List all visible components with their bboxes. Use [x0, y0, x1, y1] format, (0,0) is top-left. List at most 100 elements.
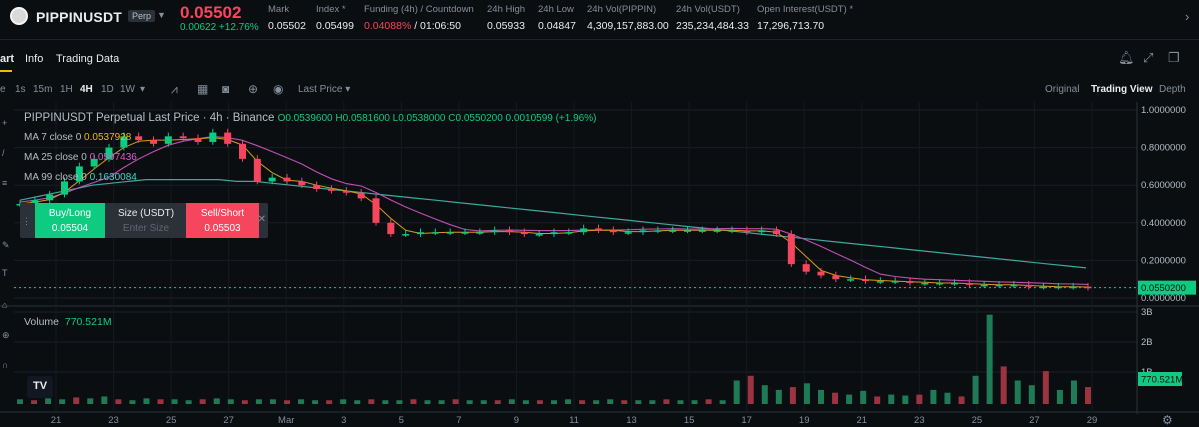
volume-bar [761, 385, 768, 404]
mark-label: Mark [268, 4, 290, 15]
volume-bar [424, 400, 431, 404]
measure-icon[interactable]: ⌂ [2, 300, 8, 310]
perp-badge: Perp [128, 10, 156, 22]
view-trading-view[interactable]: Trading View [1091, 84, 1153, 95]
camera-icon[interactable]: ◙ [222, 82, 230, 96]
chevron-right-icon[interactable]: › [1185, 9, 1190, 24]
zoom-icon[interactable]: ⊕ [2, 330, 10, 340]
tab-chart[interactable]: art [0, 53, 15, 65]
ma99-legend: MA 99 close 0 0.1630084 [24, 172, 137, 183]
brush-icon[interactable]: ✎ [2, 240, 10, 250]
volume-bar [312, 400, 319, 404]
volume-bar [930, 389, 937, 404]
candles [16, 128, 1092, 291]
price-tick-label: 0.8000000 [1141, 143, 1186, 154]
add-icon[interactable]: ⊕ [248, 82, 259, 96]
candle-body [921, 282, 929, 285]
drag-handle-icon[interactable]: ⋮⋮ [22, 216, 40, 226]
price-type-select[interactable]: Last Price ▾ [298, 84, 351, 95]
buy-long-button[interactable]: Buy/Long 0.05504 [35, 203, 105, 238]
volume-bar [705, 399, 712, 404]
volume-bar [340, 399, 347, 404]
window-icon[interactable]: ❐ [1168, 50, 1180, 65]
index-label[interactable]: Index * [316, 4, 346, 15]
volume-bar [284, 400, 290, 404]
volume-bar [1070, 380, 1077, 404]
volume-bar [874, 396, 881, 404]
volume-bar [354, 400, 361, 404]
volume-bar [213, 398, 220, 404]
volume-bar [438, 400, 445, 404]
interval-time[interactable]: e [0, 84, 6, 95]
size-field[interactable]: Size (USDT) Enter Size [108, 203, 184, 238]
vol-usdt-stat: 24h Vol(USDT) 235,234,484.33 [676, 4, 749, 32]
candle-body [417, 232, 424, 235]
fib-icon[interactable]: ≡ [2, 178, 8, 188]
target-icon[interactable]: ◉ [273, 82, 284, 96]
price-tick-label: 0.4000000 [1141, 218, 1186, 229]
volume-bar [396, 400, 403, 404]
candle-body [194, 138, 202, 142]
size-input[interactable]: Enter Size [122, 223, 170, 234]
interval-1h[interactable]: 1H [60, 84, 73, 95]
text-icon[interactable]: T [2, 268, 8, 278]
volume-bar [846, 394, 853, 404]
candle-body [698, 230, 706, 232]
layout-icon[interactable]: ▦ [197, 82, 209, 96]
interval-4h[interactable]: 4H [80, 84, 93, 95]
tab-trading-data[interactable]: Trading Data [56, 53, 120, 65]
interval-15m[interactable]: 15m [33, 84, 53, 95]
vol-pippin-value: 4,309,157,883.00 [587, 20, 669, 32]
volume-bar [87, 398, 94, 404]
candle-body [609, 230, 617, 233]
chart-symbol-title: PIPPINUSDT Perpetual Last Price · 4h · B… [24, 112, 275, 124]
view-original[interactable]: Original [1045, 84, 1080, 95]
current-price-tag: 0.0550200 [1141, 283, 1186, 294]
oi-label[interactable]: Open Interest(USDT) * [757, 4, 854, 15]
last-price: 0.05502 [180, 3, 242, 22]
interval-1d[interactable]: 1D [101, 84, 114, 95]
expand-icon[interactable]: ⤢ [1143, 50, 1154, 65]
mark-value: 0.05502 [268, 20, 306, 32]
candle-body [1054, 286, 1062, 289]
candle-body [773, 230, 780, 235]
volume-bar [143, 398, 150, 404]
chevron-down-icon[interactable]: ▾ [140, 84, 146, 95]
high-stat: 24h High 0.05933 [487, 4, 525, 32]
bell-icon[interactable]: 🔔︎ [1118, 50, 1135, 65]
candle-body [639, 230, 647, 233]
interval-1w[interactable]: 1W [120, 84, 135, 95]
ma7-legend: MA 7 close 0 0.0537928 [24, 132, 131, 143]
volume-bar [466, 400, 473, 404]
time-tick-label: 11 [569, 415, 579, 426]
trendline-icon[interactable]: / [2, 148, 5, 158]
volume-bar [902, 395, 909, 404]
interval-1s[interactable]: 1s [15, 84, 26, 95]
settings-gear-icon: ⚙ [1162, 413, 1173, 427]
candle-body [669, 230, 677, 232]
candle-body [980, 284, 988, 287]
price-chart[interactable]: 1.0000000 0.8000000 0.6000000 0.4000000 0.20… [0, 102, 1199, 427]
time-tick-label: 13 [626, 415, 637, 426]
indicator-icon[interactable]: ⩘ [171, 82, 178, 96]
low-label: 24h Low [538, 4, 574, 15]
candle-body [179, 136, 187, 139]
volume-bar [691, 400, 698, 404]
volume-bar [1085, 387, 1091, 404]
sell-short-button[interactable]: Sell/Short 0.05503 [186, 203, 259, 238]
view-depth[interactable]: Depth [1159, 84, 1186, 95]
funding-label[interactable]: Funding (4h) / Countdown [364, 4, 474, 15]
symbol-title[interactable]: PIPPINUSDT [36, 9, 123, 25]
candle-body [1069, 286, 1077, 289]
close-icon[interactable]: ✕ [257, 214, 266, 225]
ma7-value: 0.0537928 [84, 132, 132, 143]
tab-info[interactable]: Info [25, 53, 44, 65]
oi-value: 17,296,713.70 [757, 20, 825, 32]
time-tick-label: 5 [399, 415, 404, 426]
crosshair-icon[interactable]: + [2, 118, 8, 128]
volume-bar [298, 399, 305, 404]
candle-body [1010, 284, 1018, 287]
chevron-down-icon[interactable]: ▼ [157, 10, 166, 20]
candle-body [580, 228, 588, 233]
magnet-icon[interactable]: ∩ [2, 360, 9, 370]
